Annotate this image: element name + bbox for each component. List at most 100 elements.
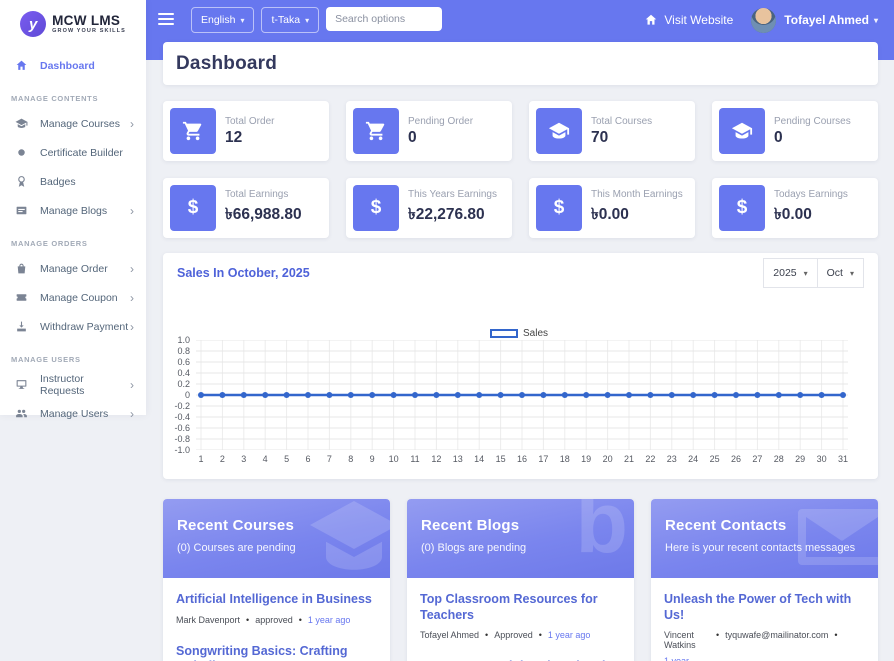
visit-website-link[interactable]: Visit Website [644,13,733,27]
contact-name: Vincent Watkins [664,630,696,651]
stat-card-this-month-earnings: $ This Month Earnings ৳0.00 [529,178,695,238]
chevron-right-icon: › [130,319,134,334]
x-axis-tick: 24 [688,454,699,464]
coupon-icon [15,291,29,305]
contact-time-link[interactable]: 1 year ago [664,656,692,661]
home-icon [15,59,29,73]
stat-value: 12 [225,128,243,146]
home-icon [646,14,657,25]
dollar-icon: $ [170,185,216,231]
recent-blogs-card: b Recent Blogs (0) Blogs are pending Top… [407,499,634,661]
chart-x-axis: 1 2 3 4 5 6 7 8 9 10 11 12 13 14 15 16 17 18 19 20 21 22 23 24 2… [196,454,848,466]
blog-status: Approved [494,630,533,641]
page-title: Dashboard [176,52,278,74]
currency-dropdown[interactable]: t-Taka ▾ [261,7,320,33]
sidebar-item-certificate-builder[interactable]: Certificate Builder [0,138,146,167]
card-subtitle: Here is your recent contacts messages [665,542,856,554]
recent-cards-grid: Recent Courses (0) Courses are pending A… [163,499,878,661]
x-axis-tick: 31 [837,454,849,464]
blog-title-link[interactable]: Latest Research in Educational Technolog… [420,659,621,661]
dollar-icon: $ [353,185,399,231]
instructor-icon [15,378,29,392]
x-axis-tick: 28 [773,454,784,464]
sidebar-item-label: Certificate Builder [40,146,123,159]
stat-value: 70 [591,128,609,146]
course-title-link[interactable]: Artificial Intelligence in Business [176,592,372,606]
sidebar-section-title: MANAGE ORDERS [11,239,88,248]
sidebar-item-manage-users[interactable]: Manage Users › [0,399,146,428]
hamburger-menu-icon[interactable] [158,7,184,31]
sidebar-item-dashboard[interactable]: Dashboard [0,54,146,78]
list-item: Unleash the Power of Tech with Us! Vince… [664,592,865,661]
x-axis-tick: 19 [581,454,592,464]
x-axis-tick: 20 [602,454,613,464]
user-menu[interactable]: Tofayel Ahmed ▾ [784,13,878,27]
certificate-icon [15,146,29,160]
sidebar-item-label: Withdraw Payment [40,320,129,333]
course-status: approved [255,614,293,625]
chart-y-axis: 1.0 0.8 0.6 0.4 0.2 0 -0.2 -0.4 -0.6 -0.8 -1.0 [163,335,192,455]
graduation-cap-icon [719,108,765,154]
chevron-right-icon: › [130,290,134,305]
sidebar-item-label: Manage Courses [40,117,120,130]
x-axis-tick: 15 [495,454,506,464]
legend-swatch [490,329,518,338]
language-dropdown[interactable]: English ▾ [191,7,255,33]
sidebar-item-manage-blogs[interactable]: Manage Blogs › [0,196,146,225]
sidebar-item-withdraw-payment[interactable]: Withdraw Payment › [0,312,146,341]
search-input[interactable] [326,7,443,31]
course-title-link[interactable]: Songwriting Basics: Crafting Melodies [176,643,348,661]
blog-time-link[interactable]: 1 year ago [547,630,591,641]
stat-value: ৳66,988.80 [225,205,302,223]
brand-tagline: GROW YOUR SKILLS [52,28,126,34]
year-select-value: 2025 [773,267,797,279]
visit-website-label: Visit Website [664,13,734,27]
month-select[interactable]: Oct ▾ [816,258,864,288]
shopping-bag-icon [15,262,29,276]
withdraw-icon [15,320,29,334]
y-axis-tick: -0.6 [174,423,190,433]
year-select[interactable]: 2025 ▾ [763,258,818,288]
contact-title-link[interactable]: Unleash the Power of Tech with Us! [664,592,852,622]
bullet-separator: • [298,614,302,625]
sidebar-item-instructor-requests[interactable]: Instructor Requests › [0,370,146,399]
chevron-down-icon: ▾ [305,15,310,25]
chevron-right-icon: › [130,261,134,276]
sidebar-item-manage-coupon[interactable]: Manage Coupon › [0,283,146,312]
sidebar-item-manage-courses[interactable]: Manage Courses › [0,109,146,138]
brand-logo[interactable]: y MCW LMS GROW YOUR SKILLS [0,0,146,48]
stat-label: This Years Earnings [408,188,497,200]
user-avatar[interactable] [751,7,777,33]
blog-title-link[interactable]: Top Classroom Resources for Teachers [420,592,598,622]
sidebar-item-label: Instructor Requests [40,372,85,397]
stat-value: ৳22,276.80 [408,205,485,223]
x-axis-tick: 9 [369,454,375,464]
main-content: Dashboard Total Order 12 Pending Order 0 [146,0,894,661]
chart-legend: Sales [490,328,548,339]
bullet-separator: • [485,630,489,641]
badge-icon [15,175,29,189]
chevron-right-icon: › [130,116,134,131]
stat-value: 0 [408,128,417,146]
y-axis-tick: 0.6 [177,357,190,367]
chevron-right-icon: › [130,203,134,218]
chevron-down-icon: ▾ [803,268,808,278]
y-axis-tick: 0.4 [177,368,190,378]
users-icon [15,407,29,421]
x-axis-tick: 4 [262,454,268,464]
x-axis-tick: 8 [348,454,354,464]
dollar-icon: $ [536,185,582,231]
y-axis-tick: -1.0 [174,445,190,455]
stat-label: Todays Earnings [774,188,848,200]
x-axis-tick: 6 [305,454,311,464]
blog-icon [15,204,29,218]
cart-icon [353,108,399,154]
course-time-link[interactable]: 1 year ago [307,614,351,625]
stat-card-pending-order: Pending Order 0 [346,101,512,161]
chevron-right-icon: › [130,406,134,421]
list-item: Top Classroom Resources for Teachers Tof… [420,592,621,640]
sidebar-item-badges[interactable]: Badges [0,167,146,196]
sidebar-item-manage-order[interactable]: Manage Order › [0,254,146,283]
course-author: Mark Davenport [176,614,241,625]
